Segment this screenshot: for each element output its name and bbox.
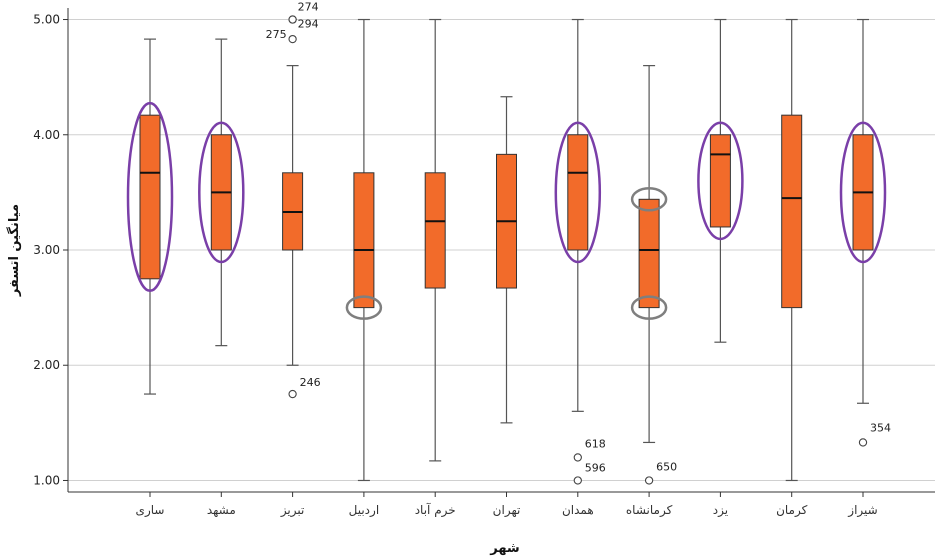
highlight-ellipse-purple [839, 121, 887, 264]
x-tick-label: کرمانشاه [626, 503, 673, 518]
highlight-ellipse-purple [126, 101, 174, 293]
outlier-label: 618 [585, 437, 606, 450]
highlight-ellipse-purple [198, 121, 245, 264]
box-iqr [781, 114, 803, 309]
outlier-label: 354 [870, 421, 891, 434]
y-tick-label: 2.00 [33, 358, 60, 372]
outlier-point [644, 476, 654, 485]
box-iqr [139, 114, 161, 280]
outlier-label: 294 [298, 18, 319, 31]
highlight-layer [126, 101, 887, 320]
y-tick-label: 4.00 [33, 128, 60, 142]
box-iqr [709, 134, 731, 228]
outlier-point [858, 438, 868, 447]
x-tick-label: ساری [136, 503, 165, 518]
y-tick-label: 1.00 [33, 473, 60, 487]
x-tick-label: همدان [562, 503, 594, 517]
highlight-ellipse-gray [345, 295, 383, 320]
y-tick-label: 3.00 [33, 243, 60, 257]
outlier-point [288, 15, 297, 24]
outlier-point [288, 389, 297, 399]
x-tick-label: اردبیل [349, 503, 380, 518]
box-iqr [638, 198, 660, 309]
outlier-point [573, 476, 582, 485]
box-iqr [424, 172, 446, 289]
axis-layer: 1.00 2.00 3.00 4.00 5.00 ساری مشهد تبریز اردبیل خ… [33, 8, 935, 518]
x-axis-title: شهر [489, 541, 519, 556]
highlight-ellipse-purple [554, 121, 602, 264]
highlight-ellipse-gray [630, 295, 668, 320]
highlight-ellipse-purple [697, 121, 744, 241]
y-axis-title: میانگین اتسفر [6, 204, 22, 297]
x-tick-label: تهران [493, 503, 521, 518]
outlier-label: 246 [300, 376, 321, 389]
x-tick-label: خرم آباد [415, 502, 456, 518]
box-iqr [567, 134, 589, 251]
outlier-label: 650 [656, 460, 677, 473]
outlier-point [573, 453, 582, 462]
x-tick-label: مشهد [207, 503, 236, 517]
x-tick-label: تبریز [280, 503, 305, 518]
outlier-label: 275 [266, 28, 287, 41]
box-iqr [353, 172, 375, 309]
outlier-point [288, 34, 297, 44]
outlier-label: 274 [298, 1, 319, 14]
box-layer: 274 294 275 246 618 596 650 354 [139, 1, 891, 485]
outlier-label: 596 [585, 461, 606, 474]
x-tick-label: یزد [713, 503, 728, 518]
x-tick-label: کرمان [776, 503, 808, 518]
highlight-ellipse-gray [630, 187, 668, 212]
x-tick-label: شیراز [847, 503, 877, 518]
y-tick-label: 5.00 [33, 13, 60, 27]
